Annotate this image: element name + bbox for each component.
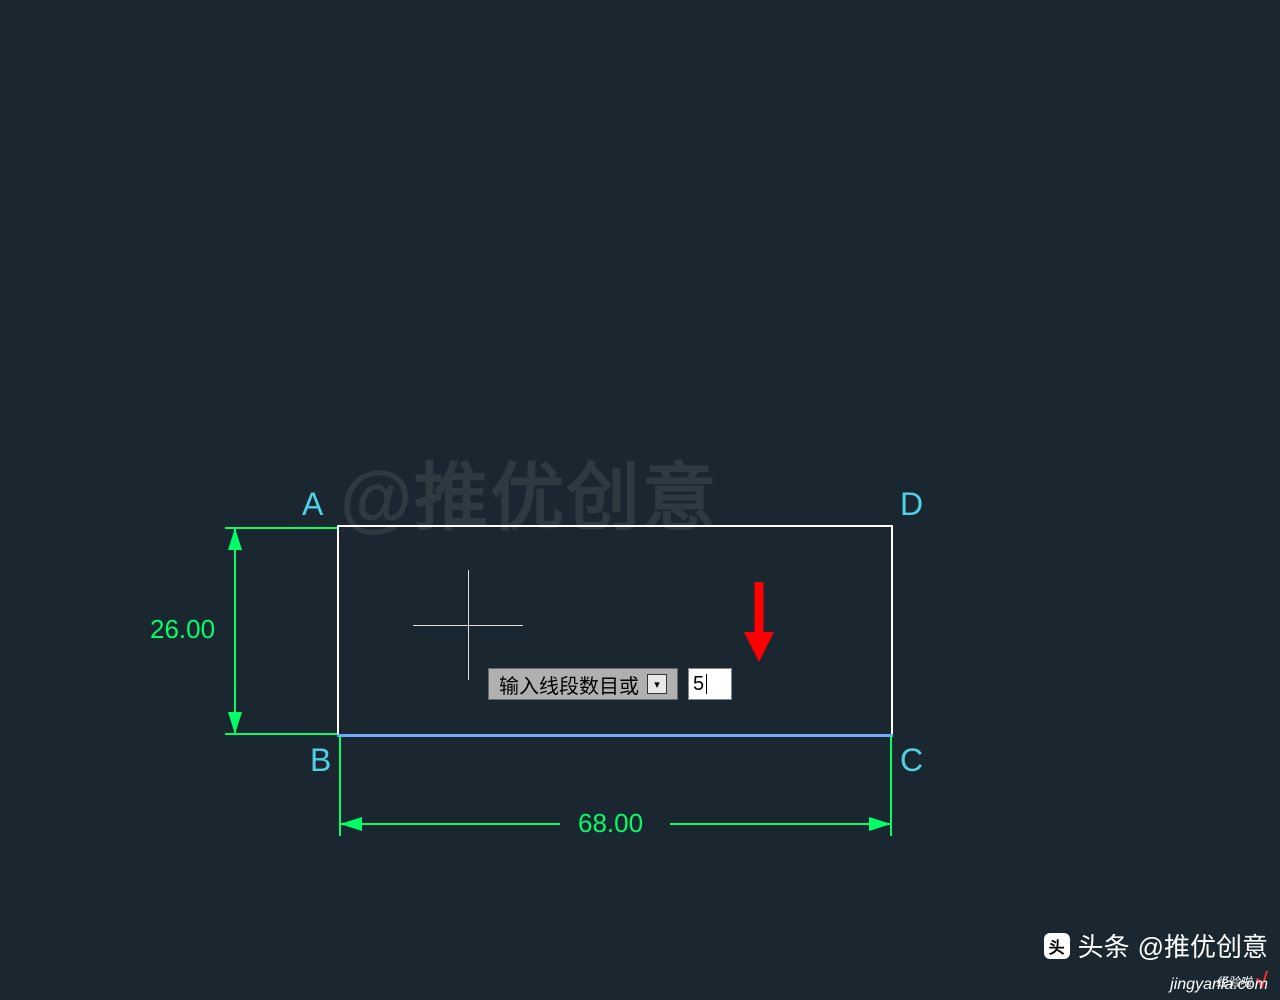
- cad-canvas[interactable]: @推优创意 A D B C 26.00 68.00 输入线段数目: [0, 0, 1280, 1000]
- selected-edge-bc: [337, 734, 893, 737]
- footer-credit-label: 头条: [1078, 927, 1130, 964]
- footer-site-text: jingyanla.com: [1170, 976, 1268, 994]
- rectangle: [337, 525, 893, 736]
- tooltip-prompt-text: 输入线段数目或: [499, 670, 639, 699]
- toutiao-icon: 头: [1044, 933, 1070, 959]
- dimension-horizontal-value: 68.00: [578, 808, 643, 839]
- corner-label-c: C: [900, 742, 923, 779]
- tooltip-prompt-label: 输入线段数目或 ▾: [488, 668, 678, 700]
- footer-site-url: jingyanla.com: [1170, 976, 1268, 994]
- footer-credit-handle: @推优创意: [1138, 927, 1268, 964]
- tooltip-dropdown-icon[interactable]: ▾: [647, 674, 667, 694]
- footer-credit: 头 头条 @推优创意: [1044, 927, 1268, 964]
- segment-count-input[interactable]: 5: [688, 668, 732, 700]
- segment-count-value: 5: [693, 673, 704, 696]
- corner-label-b: B: [310, 742, 331, 779]
- corner-label-d: D: [900, 486, 923, 523]
- corner-label-a: A: [302, 486, 323, 523]
- dimension-vertical-value: 26.00: [150, 614, 215, 645]
- dynamic-input-tooltip: 输入线段数目或 ▾ 5: [488, 668, 732, 700]
- cursor-crosshair-v: [468, 570, 469, 680]
